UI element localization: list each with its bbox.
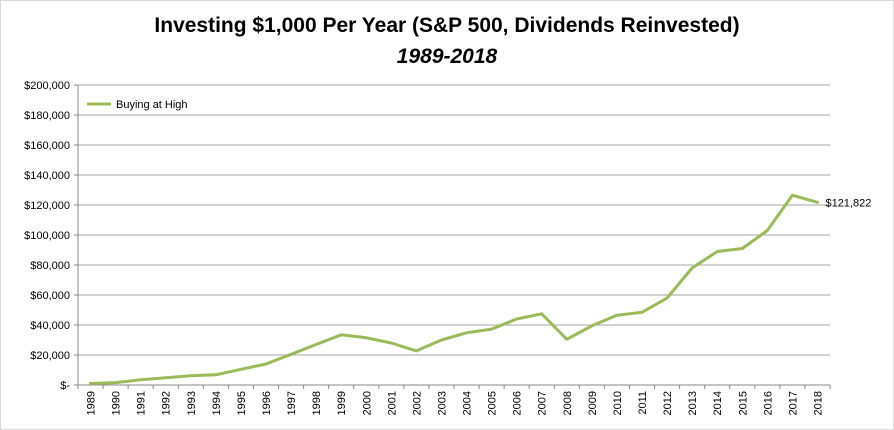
data-point: [314, 343, 318, 346]
data-point: [565, 338, 568, 341]
data-point: [164, 376, 167, 379]
y-tick-label: $180,000: [24, 110, 70, 122]
data-point: [465, 331, 468, 334]
data-point: [741, 247, 744, 250]
x-tick-label: 2015: [737, 391, 749, 415]
x-tick-label: 2010: [612, 391, 624, 415]
data-point: [365, 336, 368, 339]
y-tick-label: $60,000: [30, 290, 70, 302]
y-tick-label: $160,000: [24, 140, 70, 152]
legend: Buying at High: [87, 99, 188, 111]
legend-label: Buying at High: [116, 99, 188, 111]
y-tick-label: $120,000: [24, 200, 70, 212]
x-tick-label: 2002: [411, 391, 423, 415]
y-tick-label: $20,000: [30, 350, 70, 362]
x-tick-label: 2007: [537, 391, 549, 415]
data-point: [690, 266, 694, 270]
end-value-label: $121,822: [825, 197, 871, 209]
x-axis-tick-labels: 1989 1990 1991 1992 1993 1994 1995 1996 1997 1998…: [86, 391, 825, 415]
y-tick-label: $-: [60, 380, 70, 392]
x-tick-label: 1999: [336, 391, 348, 415]
x-tick-label: 1990: [111, 391, 123, 415]
x-tick-label: 1996: [261, 391, 273, 415]
data-point: [540, 312, 543, 315]
x-tick-label: 1993: [186, 391, 198, 415]
x-tick-label: 2004: [462, 391, 474, 415]
series-layer: [89, 193, 819, 385]
x-tick-label: 1991: [136, 391, 148, 415]
x-tick-label: 1995: [236, 391, 248, 415]
y-axis-tick-labels: $- $20,000 $40,000 $60,000 $80,000 $100,000 $1…: [24, 80, 70, 392]
x-tick-label: 2018: [812, 391, 824, 415]
x-tick-label: 1994: [211, 391, 223, 415]
x-tick-label: 1998: [311, 391, 323, 415]
gridlines: [74, 84, 830, 386]
data-point: [114, 381, 117, 384]
x-tick-label: 2011: [637, 391, 649, 415]
data-point: [89, 382, 92, 385]
chart-subtitle: 1989-2018: [397, 45, 498, 68]
chart-title: Investing $1,000 Per Year (S&P 500, Divi…: [154, 14, 739, 37]
y-tick-label: $140,000: [24, 170, 70, 182]
data-point: [791, 194, 794, 197]
x-tick-label: 2012: [662, 391, 674, 415]
data-point: [440, 338, 443, 342]
data-point: [766, 229, 769, 232]
data-point: [590, 324, 594, 327]
data-point: [214, 373, 218, 376]
data-point: [640, 311, 644, 314]
data-point: [289, 353, 293, 356]
x-tick-label: 1989: [86, 391, 98, 415]
x-tick-label: 2009: [587, 391, 599, 415]
x-tick-label: 1992: [161, 391, 173, 415]
x-tick-label: 2014: [712, 391, 724, 415]
x-tick-label: 2016: [762, 391, 774, 415]
y-tick-label: $100,000: [24, 230, 70, 242]
data-point: [390, 341, 393, 345]
y-tick-label: $200,000: [24, 80, 70, 92]
data-point: [665, 296, 669, 300]
x-tick-label: 2005: [487, 391, 499, 415]
x-tick-label: 2017: [787, 391, 799, 415]
series-line-buying-at-high: [89, 193, 819, 385]
y-tick-label: $40,000: [30, 320, 70, 332]
data-point: [615, 314, 619, 317]
data-point: [515, 317, 518, 321]
data-point: [340, 333, 343, 336]
x-tick-label: 2013: [687, 391, 699, 415]
data-point: [716, 250, 719, 253]
x-tick-label: 1997: [286, 391, 298, 415]
x-tick-label: 2008: [562, 391, 574, 415]
data-point: [239, 368, 243, 371]
x-tick-label: 2006: [512, 391, 524, 415]
x-tick-label: 2000: [361, 391, 373, 415]
data-point: [139, 378, 142, 381]
data-point: [264, 362, 268, 366]
y-tick-label: $80,000: [30, 260, 70, 272]
data-point: [189, 374, 192, 377]
data-point: [490, 327, 493, 331]
x-tick-label: 2003: [436, 391, 448, 415]
axes: [77, 85, 831, 389]
data-point: [415, 349, 418, 353]
x-tick-label: 2001: [386, 391, 398, 415]
data-point: [816, 201, 819, 204]
